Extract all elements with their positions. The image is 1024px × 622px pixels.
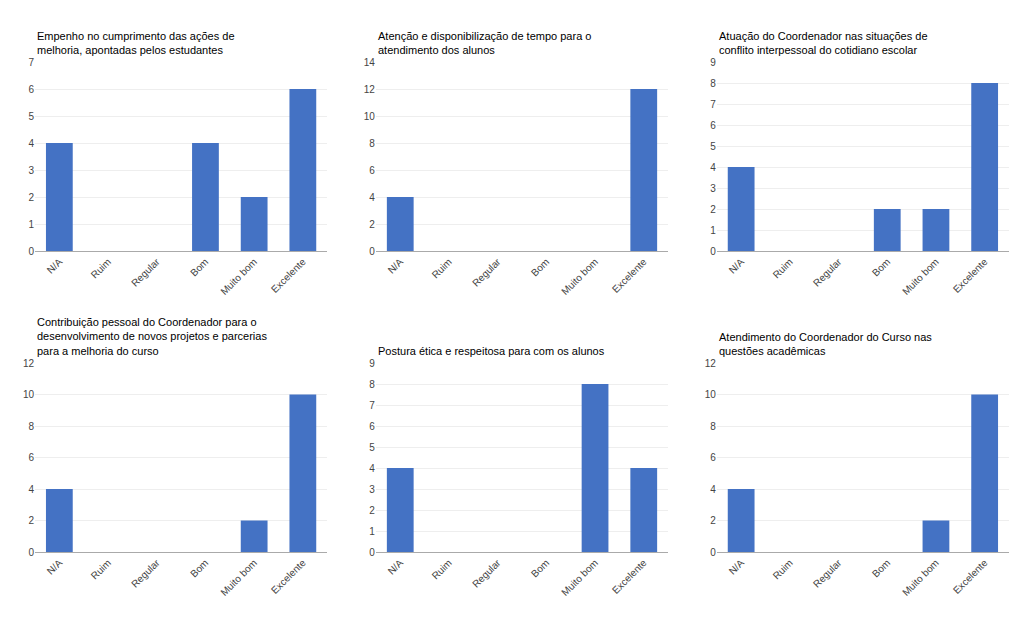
svg-text:Bom: Bom — [529, 256, 551, 278]
svg-text:7: 7 — [710, 99, 716, 110]
svg-text:10: 10 — [364, 111, 376, 122]
svg-text:N/A: N/A — [727, 557, 747, 577]
svg-text:Excelente: Excelente — [610, 256, 649, 295]
svg-text:9: 9 — [710, 57, 716, 68]
svg-text:6: 6 — [28, 452, 34, 463]
svg-text:12: 12 — [23, 358, 35, 369]
svg-text:Atuação do Coordenador nas sit: Atuação do Coordenador nas situações dec… — [719, 30, 928, 56]
svg-text:Muito bom: Muito bom — [559, 557, 600, 598]
svg-text:3: 3 — [369, 484, 375, 495]
svg-text:12: 12 — [364, 84, 376, 95]
svg-text:2: 2 — [369, 505, 375, 516]
svg-text:6: 6 — [710, 120, 716, 131]
svg-text:Bom: Bom — [529, 557, 551, 579]
svg-text:Contribuição pessoal do Coorde: Contribuição pessoal do Coordenador para… — [37, 316, 267, 357]
svg-text:3: 3 — [710, 183, 716, 194]
svg-text:8: 8 — [369, 138, 375, 149]
svg-text:Bom: Bom — [188, 557, 210, 579]
svg-text:Regular: Regular — [811, 557, 844, 590]
svg-text:8: 8 — [369, 379, 375, 390]
svg-text:Muito bom: Muito bom — [900, 557, 941, 598]
svg-text:2: 2 — [28, 515, 34, 526]
svg-text:0: 0 — [28, 246, 34, 257]
svg-text:5: 5 — [369, 442, 375, 453]
svg-text:5: 5 — [28, 111, 34, 122]
svg-text:1: 1 — [710, 225, 716, 236]
svg-text:8: 8 — [710, 421, 716, 432]
svg-text:Regular: Regular — [470, 256, 503, 289]
svg-text:0: 0 — [369, 547, 375, 558]
svg-text:N/A: N/A — [386, 557, 406, 577]
svg-text:9: 9 — [369, 358, 375, 369]
svg-text:2: 2 — [710, 515, 716, 526]
svg-text:Ruim: Ruim — [430, 256, 454, 280]
svg-text:Bom: Bom — [870, 256, 892, 278]
svg-text:0: 0 — [369, 246, 375, 257]
svg-text:4: 4 — [369, 192, 375, 203]
svg-text:Bom: Bom — [188, 256, 210, 278]
svg-text:10: 10 — [705, 389, 717, 400]
svg-text:Muito bom: Muito bom — [900, 256, 941, 297]
svg-text:Regular: Regular — [129, 557, 162, 590]
svg-text:0: 0 — [28, 547, 34, 558]
svg-text:Muito bom: Muito bom — [218, 256, 259, 297]
svg-text:Bom: Bom — [870, 557, 892, 579]
svg-text:6: 6 — [710, 452, 716, 463]
svg-text:3: 3 — [28, 165, 34, 176]
svg-text:10: 10 — [23, 389, 35, 400]
svg-text:Atenção e disponibilização de: Atenção e disponibilização de tempo para… — [378, 30, 591, 56]
svg-text:4: 4 — [710, 484, 716, 495]
svg-text:7: 7 — [369, 400, 375, 411]
svg-text:Regular: Regular — [129, 256, 162, 289]
svg-text:12: 12 — [705, 358, 717, 369]
svg-text:5: 5 — [710, 141, 716, 152]
svg-text:2: 2 — [369, 219, 375, 230]
svg-text:N/A: N/A — [727, 256, 747, 276]
svg-text:Ruim: Ruim — [430, 557, 454, 581]
svg-text:6: 6 — [28, 84, 34, 95]
svg-text:8: 8 — [28, 421, 34, 432]
svg-text:Excelente: Excelente — [951, 256, 990, 295]
svg-text:N/A: N/A — [45, 256, 65, 276]
svg-text:Postura ética e respeitosa par: Postura ética e respeitosa para com os a… — [378, 345, 605, 357]
svg-text:Excelente: Excelente — [269, 256, 308, 295]
svg-text:Ruim: Ruim — [89, 557, 113, 581]
svg-text:Excelente: Excelente — [610, 557, 649, 596]
svg-text:Empenho no cumprimento das açõ: Empenho no cumprimento das ações demelho… — [37, 30, 235, 56]
svg-text:6: 6 — [369, 165, 375, 176]
svg-text:Muito bom: Muito bom — [218, 557, 259, 598]
svg-text:6: 6 — [369, 421, 375, 432]
svg-text:Muito bom: Muito bom — [559, 256, 600, 297]
svg-text:Ruim: Ruim — [771, 557, 795, 581]
svg-text:2: 2 — [710, 204, 716, 215]
svg-text:4: 4 — [710, 162, 716, 173]
svg-text:0: 0 — [710, 547, 716, 558]
svg-text:0: 0 — [710, 246, 716, 257]
svg-text:4: 4 — [28, 138, 34, 149]
svg-text:4: 4 — [28, 484, 34, 495]
svg-text:Ruim: Ruim — [89, 256, 113, 280]
svg-text:14: 14 — [364, 57, 376, 68]
svg-text:N/A: N/A — [45, 557, 65, 577]
svg-text:Regular: Regular — [811, 256, 844, 289]
svg-text:8: 8 — [710, 78, 716, 89]
svg-text:1: 1 — [28, 219, 34, 230]
svg-text:Excelente: Excelente — [269, 557, 308, 596]
svg-text:N/A: N/A — [386, 256, 406, 276]
svg-text:Ruim: Ruim — [771, 256, 795, 280]
svg-text:Excelente: Excelente — [951, 557, 990, 596]
svg-text:2: 2 — [28, 192, 34, 203]
svg-text:1: 1 — [369, 526, 375, 537]
svg-text:Regular: Regular — [470, 557, 503, 590]
svg-text:7: 7 — [28, 57, 34, 68]
svg-text:4: 4 — [369, 463, 375, 474]
svg-text:Atendimento do Coordenador do: Atendimento do Coordenador do Curso nasq… — [719, 331, 932, 357]
